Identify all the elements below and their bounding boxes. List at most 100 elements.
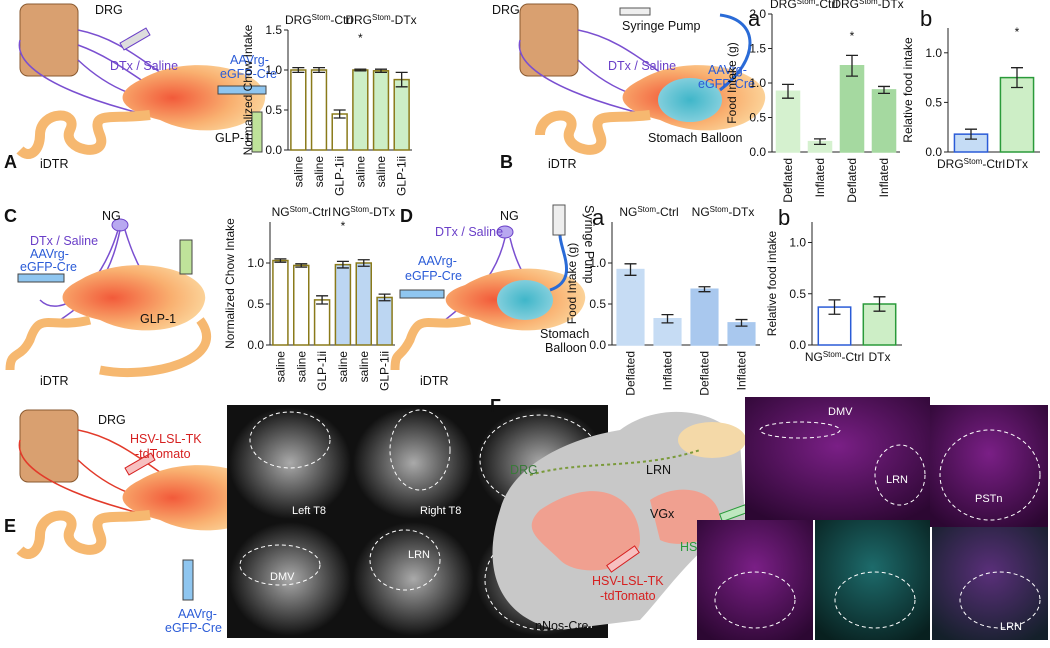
- group-label-part: Stom: [637, 205, 656, 214]
- group-label-part: NG: [692, 205, 710, 219]
- y-tick-label: 1.0: [247, 256, 264, 270]
- y-axis-label: Relative food intake: [901, 37, 915, 143]
- y-axis-label: Food Intake (g): [725, 42, 739, 123]
- y-tick-label: 0.5: [925, 95, 942, 109]
- bar: [616, 268, 645, 346]
- diagram-a: DRG DTx / Saline AAVrg- eGFP-Cre GLP-1 i…: [4, 3, 277, 172]
- x-tick-label-part: Stom: [823, 350, 842, 359]
- error-bar: [873, 296, 886, 312]
- panel-letter: E: [4, 516, 16, 536]
- error-bar: [624, 263, 637, 276]
- label: HSV-LSL-TK: [130, 432, 202, 446]
- bar: [355, 262, 372, 346]
- stomach: [531, 491, 640, 571]
- x-tick-label: saline: [273, 351, 287, 383]
- x-tick-label-part: Deflated: [781, 158, 795, 203]
- error-bar: [782, 83, 794, 99]
- group-label-part: -Ctrl: [815, 0, 838, 11]
- intestine: [5, 315, 211, 377]
- label: -tdTomato: [600, 589, 656, 603]
- group-label: DRGStom-DTx: [345, 13, 416, 28]
- y-axis-label: Relative food intake: [765, 230, 779, 336]
- brain: [678, 422, 746, 458]
- bar: [310, 69, 328, 151]
- nerves: [18, 29, 221, 121]
- stomach: [62, 265, 206, 331]
- label: GLP-1: [215, 131, 251, 145]
- bar: [393, 78, 410, 151]
- group-label-part: NG: [332, 205, 350, 219]
- spinal-cord: [19, 409, 79, 483]
- x-tick-label: Deflated: [845, 158, 859, 203]
- label: iDTR: [420, 374, 448, 388]
- x-tick-label-part: Inflated: [661, 351, 675, 390]
- diagram-d: D DTx / Saline NG Syringe Pump AAVrg- eG…: [390, 204, 790, 388]
- x-tick-label-part: Deflated: [698, 351, 712, 396]
- syringe: [182, 559, 194, 601]
- group-label: DRGStom-Ctrl: [770, 0, 838, 11]
- label: GLP-1: [140, 312, 176, 326]
- annotation: *: [1015, 25, 1020, 39]
- x-tick-label: DTx: [1006, 157, 1028, 171]
- micrograph: [229, 522, 351, 636]
- x-tick-label-part: GLP-1ii: [378, 351, 392, 391]
- y-tick-label: 1.0: [925, 46, 942, 60]
- label: -tdTomato: [135, 447, 191, 461]
- syringe: [606, 545, 640, 573]
- outlines: [714, 421, 1041, 629]
- bar: [839, 65, 865, 153]
- syringe: [251, 111, 263, 153]
- label: AAVrg-: [418, 254, 457, 268]
- x-tick-label: GLP-1ii: [333, 156, 347, 196]
- intestine: [390, 315, 472, 371]
- group-label-part: -DTx: [391, 13, 417, 27]
- x-tick-label-part: -Ctrl: [842, 350, 865, 364]
- x-tick-label-part: saline: [294, 351, 308, 383]
- x-tick-label: Deflated: [698, 351, 712, 396]
- error-bar: [375, 68, 387, 74]
- group-label-part: Stom: [710, 205, 729, 214]
- annotation: *: [850, 29, 855, 43]
- image-label: LRN: [886, 474, 908, 486]
- intestine: [16, 510, 151, 559]
- label: eGFP-Cre: [165, 621, 222, 635]
- label: Syringe Pump: [622, 19, 701, 33]
- error-bar: [354, 68, 367, 72]
- image-label: DMV: [828, 406, 853, 418]
- y-tick-label: 0.0: [265, 143, 282, 157]
- label: DTx / Saline: [608, 59, 676, 73]
- y-tick-label: 0.5: [247, 297, 264, 311]
- error-bar: [292, 66, 305, 74]
- label: AAVrg-: [178, 607, 217, 621]
- x-tick-label-part: saline: [336, 351, 350, 383]
- x-tick-label-part: NG: [805, 350, 823, 364]
- diagram-c: NG DTx / Saline AAVrg- eGFP-Cre GLP-1 iD…: [4, 206, 211, 388]
- x-tick-label: GLP-1ii: [315, 351, 329, 391]
- y-tick-label: 0.5: [589, 297, 606, 311]
- bar: [372, 70, 390, 151]
- error-bar: [698, 286, 711, 293]
- error-bar: [661, 314, 674, 324]
- group-label-part: DRG: [770, 0, 797, 11]
- error-bar: [846, 54, 858, 77]
- group-label-part: NG: [272, 205, 290, 219]
- x-tick-label: Deflated: [781, 158, 795, 203]
- label: DRG: [95, 3, 123, 17]
- y-tick-label: 0.5: [789, 287, 806, 301]
- label: DTx / Saline: [435, 225, 503, 239]
- error-bar: [1011, 67, 1023, 89]
- label: VGx: [650, 507, 675, 521]
- x-tick-label-part: GLP-1ii: [395, 156, 409, 196]
- y-tick-label: 0.0: [925, 145, 942, 159]
- label: eGFP-Cre: [698, 77, 755, 91]
- group-label-part: -Ctrl: [308, 205, 331, 219]
- label: NG: [500, 209, 519, 223]
- x-tick-label: saline: [312, 156, 326, 188]
- sub-letter: b: [778, 205, 790, 230]
- micrograph: [353, 522, 474, 636]
- micrograph: [229, 407, 351, 519]
- label: iDTR: [40, 157, 68, 171]
- y-axis-label: Normalized Chow Intake: [223, 218, 237, 349]
- y-tick-label: 1.5: [749, 42, 766, 56]
- group-label: NGStom-Ctrl: [619, 205, 678, 220]
